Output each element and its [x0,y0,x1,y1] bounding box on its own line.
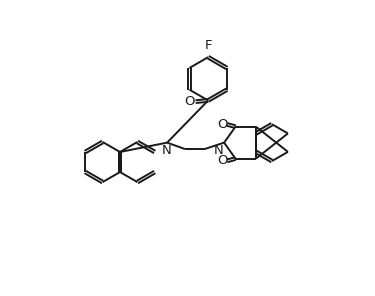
Text: O: O [184,95,195,108]
Text: O: O [218,118,228,131]
Text: N: N [162,144,172,157]
Text: N: N [214,144,223,157]
Text: O: O [218,155,228,167]
Text: F: F [204,39,212,52]
